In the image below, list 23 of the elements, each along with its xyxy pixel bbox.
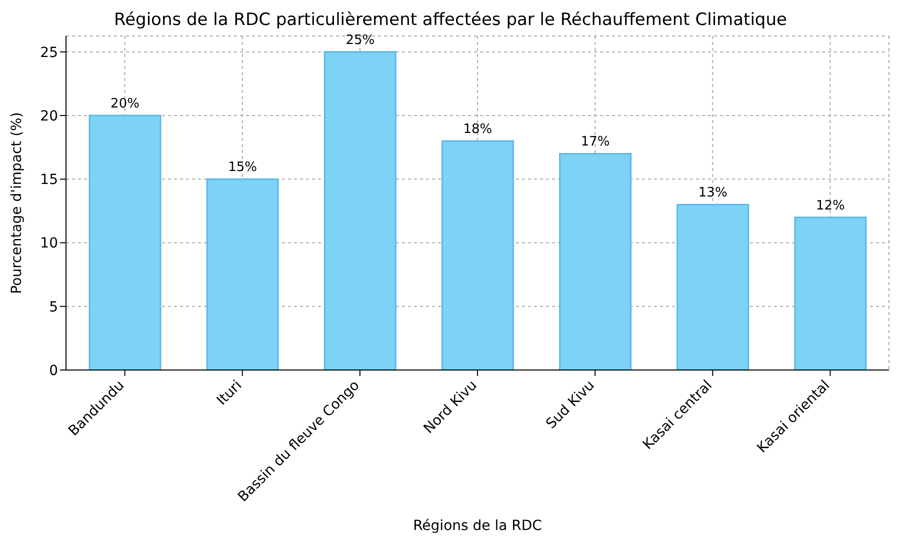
data-label: 25% — [346, 32, 375, 48]
y-tick-label: 15 — [40, 172, 58, 188]
data-label: 13% — [698, 186, 728, 201]
bar — [206, 178, 279, 370]
bar — [794, 216, 867, 370]
y-tick-label: 25 — [40, 44, 58, 61]
data-label: 18% — [463, 122, 492, 137]
y-tick-label: 10 — [40, 236, 58, 252]
y-tick-label: 20 — [40, 108, 58, 124]
bar — [324, 51, 396, 370]
data-label: 12% — [816, 198, 845, 214]
bar — [441, 140, 514, 370]
x-axis-title: Régions de la RDC — [413, 518, 542, 534]
y-axis-title: Pourcentage d'impact (%) — [8, 112, 25, 294]
bar — [676, 204, 750, 370]
data-label: 20% — [110, 96, 140, 112]
bar — [88, 114, 162, 370]
chart-title: Régions de la RDC particulièrement affectées par le Réchauffement Climatique — [113, 10, 788, 30]
y-tick-label: 0 — [49, 362, 58, 379]
bar — [559, 152, 632, 370]
data-label: 15% — [228, 160, 258, 176]
y-tick-label: 5 — [49, 299, 58, 316]
data-label: 17% — [580, 134, 610, 150]
